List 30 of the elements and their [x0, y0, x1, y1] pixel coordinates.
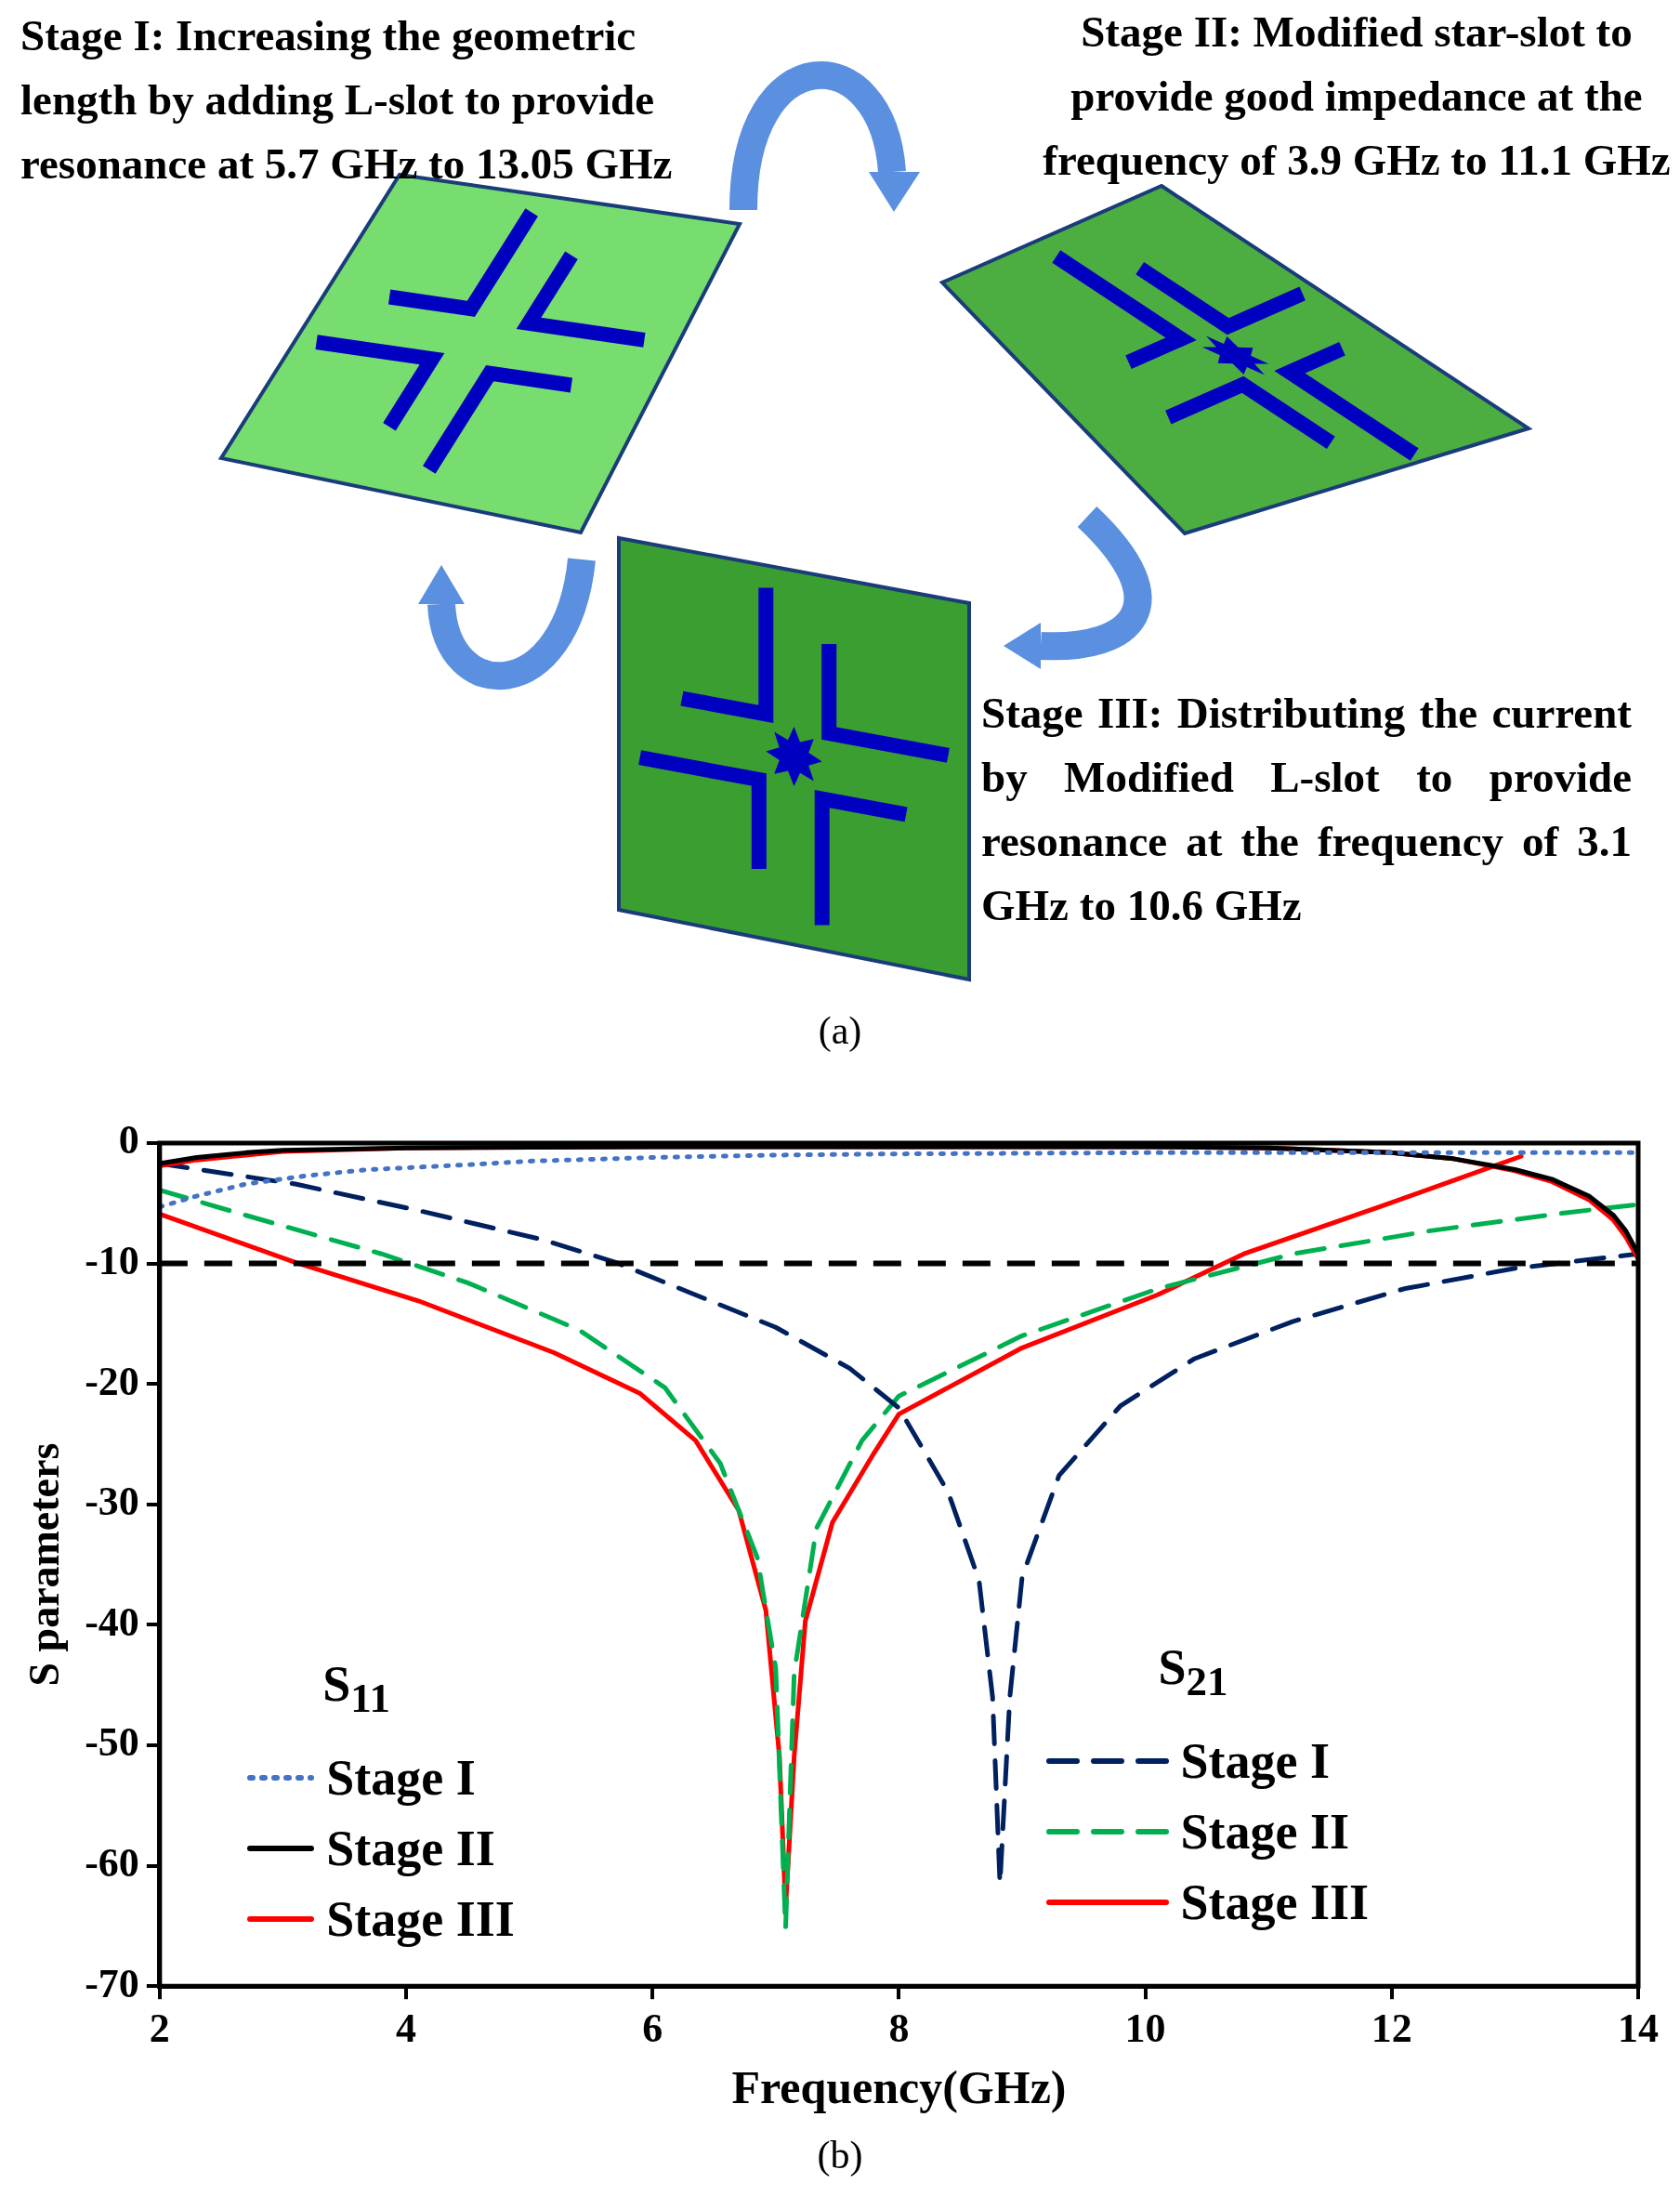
legend-label: Stage III [326, 1890, 515, 1950]
x-tick-label: 8 [888, 2005, 910, 2051]
annotation: S$_{21}$ [1157, 1638, 1229, 1706]
legend-label: Stage II [326, 1820, 495, 1879]
legend-label: Stage II [1180, 1802, 1350, 1861]
y-tick-label: 0 [118, 1117, 139, 1164]
text: Stage III: Distributing the current by Modified L-slot to provide resonance at the frequency of 3.1 GHz to 10.6 GHz [981, 688, 1632, 931]
x-tick-label: 14 [1618, 2005, 1659, 2051]
text: (a) [817, 1008, 863, 1053]
x-tick-label: 4 [396, 2005, 417, 2051]
y-axis-title: S parameters [20, 1442, 69, 1687]
x-tick-label: 12 [1371, 2005, 1412, 2051]
y-tick-label: -50 [85, 1719, 139, 1766]
y-tick-label: -70 [85, 1960, 139, 2006]
x-tick-label: 6 [642, 2005, 663, 2051]
annotation: S$_{11}$ [322, 1655, 391, 1724]
y-tick-label: -10 [85, 1237, 139, 1283]
y-tick-label: -20 [85, 1358, 139, 1404]
y-tick-label: -30 [85, 1479, 139, 1525]
legend-label: Stage I [1180, 1731, 1331, 1791]
legend-label: Stage I [326, 1749, 476, 1808]
x-tick-label: 2 [149, 2005, 170, 2051]
legend-label: Stage III [1180, 1873, 1370, 1932]
x-tick-label: 10 [1124, 2005, 1166, 2051]
text: Stage II: Modified star-slot to provide good impedance at the frequency of 3.9 GHz to 11.1 GHz [1042, 7, 1672, 186]
y-tick-label: -40 [85, 1598, 139, 1645]
y-tick-label: -60 [85, 1839, 139, 1886]
text: (b) [816, 2133, 864, 2177]
x-axis-title: Frequency(GHz) [731, 2060, 1067, 2113]
text: Stage I: Increasing the geometric length by adding L-slot to provide resonance at 5.7 GHz to 13.05 GHz [20, 10, 674, 190]
